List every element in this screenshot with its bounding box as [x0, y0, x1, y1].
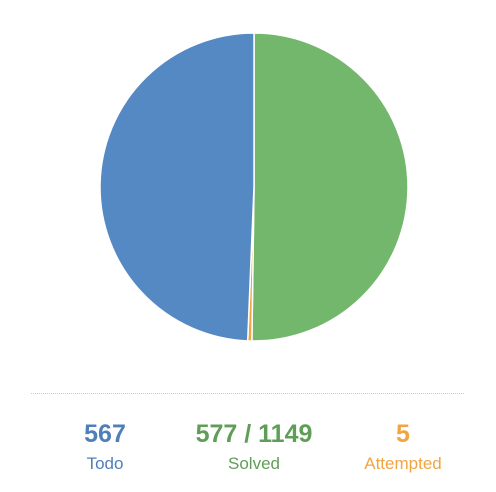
stat-todo: 567 Todo — [15, 418, 195, 475]
pie-slice-todo — [99, 32, 255, 342]
solved-label: Solved — [228, 454, 280, 473]
solved-count: 577 / 1149 — [195, 420, 313, 448]
todo-count: 567 — [84, 420, 126, 448]
pie-chart — [99, 32, 409, 342]
attempted-label: Attempted — [364, 454, 442, 473]
pie-slice-solved — [251, 32, 409, 342]
divider — [31, 393, 464, 394]
attempted-count: 5 — [396, 420, 410, 448]
stat-solved: 577 / 1149 Solved — [164, 418, 344, 475]
todo-label: Todo — [86, 454, 124, 473]
stat-attempted: 5 Attempted — [313, 418, 493, 475]
